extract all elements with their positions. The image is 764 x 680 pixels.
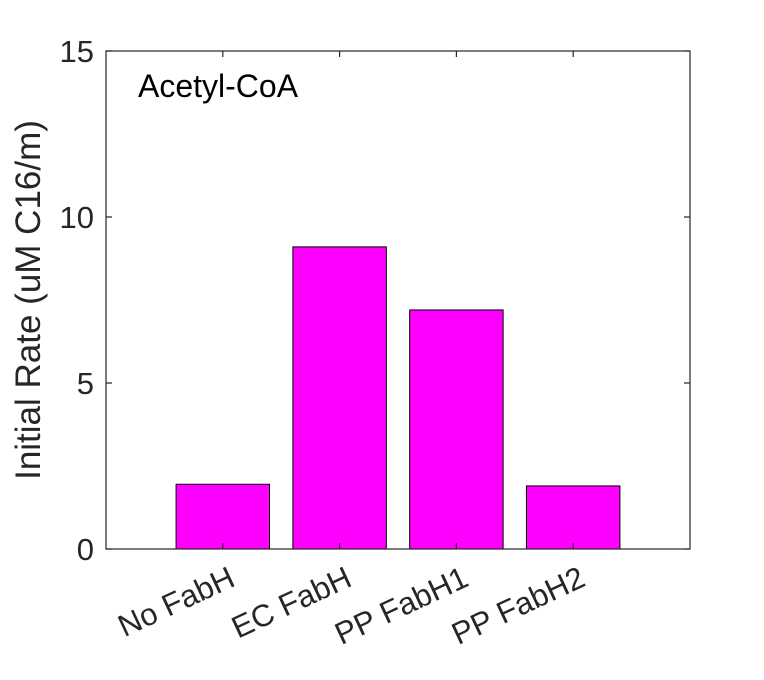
y-ticks-group: 0 5 10 15 — [60, 34, 690, 567]
bars-group — [175, 246, 621, 550]
bar-ec-fabh — [292, 246, 387, 550]
x-tick-label: PP FabH2 — [446, 560, 590, 652]
y-tick-label: 15 — [60, 34, 94, 69]
y-tick-label: 0 — [77, 532, 94, 567]
chart-annotation: Acetyl-CoA — [138, 68, 299, 104]
bar-pp-fabh2 — [525, 485, 621, 550]
bar-no-fabh — [175, 483, 271, 550]
plot-frame — [105, 50, 691, 550]
y-tick-label: 10 — [60, 200, 94, 235]
bar-pp-fabh1 — [409, 309, 504, 550]
x-tick-label: PP FabH1 — [329, 560, 473, 652]
x-tick-label: No FabH — [113, 560, 240, 644]
y-tick-label: 5 — [77, 366, 94, 401]
plot-area-background — [106, 51, 690, 549]
y-axis-label: Initial Rate (uM C16/m) — [9, 120, 48, 480]
